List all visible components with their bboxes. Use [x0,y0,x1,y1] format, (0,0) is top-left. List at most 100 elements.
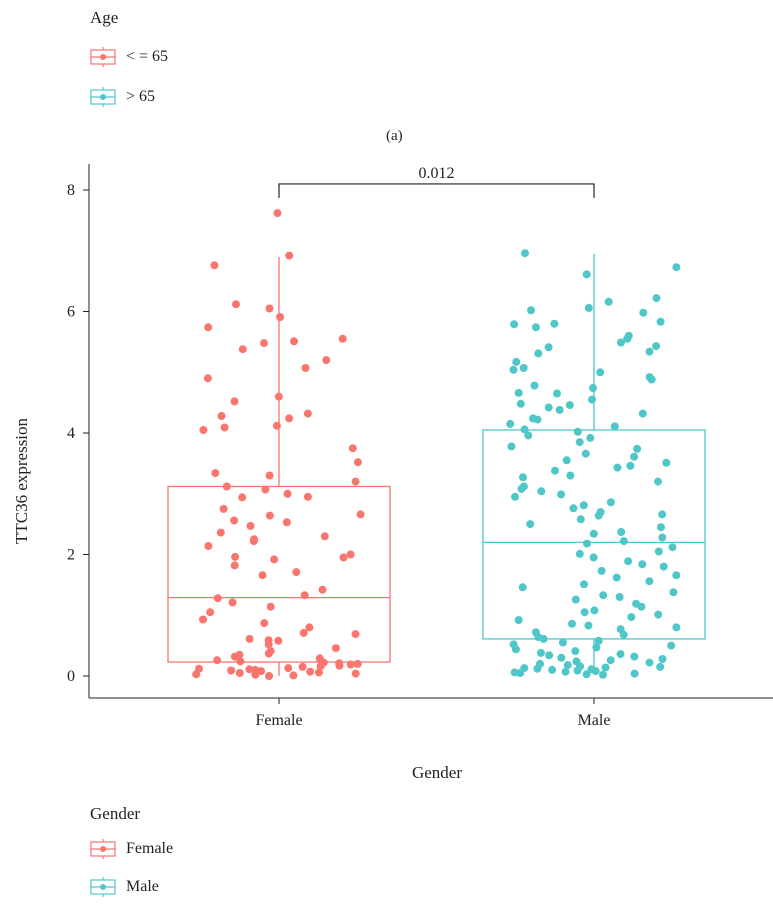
data-point-female [353,659,362,668]
data-point-female [316,662,325,671]
data-point-male [630,669,639,678]
data-point-male [596,368,605,377]
data-point-male [534,349,543,358]
data-point-female [213,656,222,665]
data-point-female [351,630,360,639]
data-point-male [557,490,566,499]
y-tick-label: 4 [67,425,75,442]
data-point-male [589,384,597,392]
data-point-female [230,397,239,406]
data-point-female [210,261,219,270]
data-point-female [216,528,225,537]
data-point-male [517,484,526,493]
data-point-male [563,661,572,670]
data-point-female [274,636,283,645]
age-legend: < = 65 > 65 [90,46,168,108]
data-point-male [633,444,642,453]
data-point-male [647,375,656,384]
data-point-male [524,431,533,440]
y-tick-label: 0 [67,668,75,685]
data-point-female [260,339,268,348]
panel-label: (a) [386,128,403,144]
data-point-male [645,347,654,356]
data-point-female [274,392,283,401]
data-point-male [544,343,553,352]
data-point-male [519,473,527,482]
data-point-female [261,485,270,494]
data-point-male [639,308,648,317]
data-point-male [588,395,596,404]
data-point-female [238,493,247,502]
data-point-male [606,498,615,507]
data-point-female [285,251,294,260]
data-point-female [270,555,279,564]
x-ticks: Female Male [255,698,610,729]
box-rect [482,429,706,640]
data-point-female [265,511,274,520]
data-point-female [276,313,285,321]
y-tick-label: 2 [67,547,75,564]
data-point-male [659,562,668,571]
data-point-male [599,591,608,600]
data-point-female [331,644,340,653]
data-point-male [591,667,600,676]
data-point-male [530,381,539,390]
data-point-male [555,405,564,414]
data-point-male [654,547,663,556]
data-point-male [536,648,545,657]
data-point-female [232,300,240,309]
data-point-male [654,610,663,619]
y-axis-label: TTC36 expression [12,417,31,544]
data-point-male [582,270,591,279]
data-point-male [589,529,598,538]
data-point-female [292,568,301,577]
data-point-female [351,477,360,486]
data-point-female [265,672,274,680]
data-point-female [264,649,273,658]
y-ticks: 0 2 4 6 8 [67,182,89,685]
data-point-female [246,521,255,530]
x-tick-label: Male [578,712,611,729]
data-point-male [597,566,606,575]
data-point-female [238,345,247,354]
data-point-male [590,606,599,615]
data-point-female [219,504,228,513]
data-point-female [285,414,294,423]
data-point-male [507,442,516,451]
data-point-female [351,669,360,678]
data-point-male [606,656,615,665]
data-point-female [228,598,237,607]
data-point-male [594,511,603,520]
data-point-male [579,501,588,510]
data-point-female [305,623,314,632]
legend-key-gt65-icon [90,87,116,107]
data-point-male [533,415,542,424]
data-point-male [520,425,529,434]
data-point-male [519,364,528,372]
data-point-male [583,539,591,548]
data-point-female [303,492,312,501]
data-point-male [619,537,628,546]
data-point-male [610,422,619,431]
data-point-male [654,477,662,486]
data-point-male [613,463,622,472]
data-point-male [516,669,525,677]
data-point-female [320,532,329,541]
data-point-female [211,469,220,478]
data-point-female [203,374,212,383]
data-point-male [580,608,589,617]
data-point-female [346,550,355,559]
data-point-male [627,613,636,622]
data-point-female [299,628,308,637]
data-point-female [192,670,201,679]
data-point-female [353,458,362,467]
data-point-male [562,456,571,465]
data-point-male [553,389,561,398]
data-point-female [289,671,298,680]
data-point-female [264,640,273,649]
data-point-male [565,401,574,410]
data-point-female [260,619,269,628]
data-point-female [257,667,266,676]
data-point-male [612,573,621,582]
